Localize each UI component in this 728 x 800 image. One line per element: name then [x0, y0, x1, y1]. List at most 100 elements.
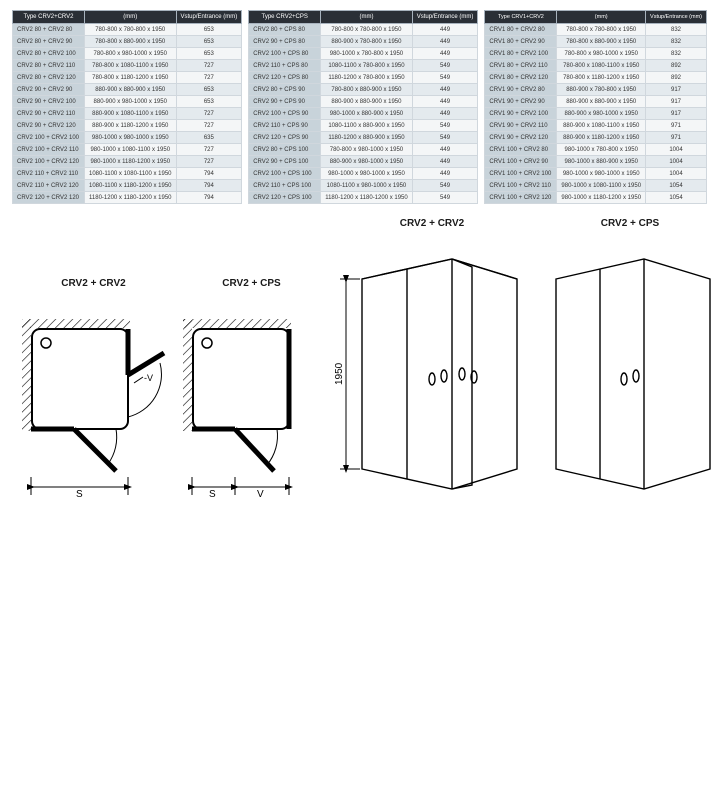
table-cell: 727	[176, 120, 242, 132]
table-cell: 980-1000 x 780-800 x 1950	[321, 48, 413, 60]
diagram-elev-1: CRV2 + CRV2	[332, 218, 532, 499]
table-cell: CRV2 100 + CRV2 110	[13, 144, 85, 156]
table-cell: 980-1000 x 980-1000 x 1950	[321, 168, 413, 180]
elev-2-svg	[540, 239, 720, 499]
table-header: Type CRV2+CRV2	[13, 11, 85, 24]
table-header: Vstup/Entrance (mm)	[646, 11, 707, 24]
table-row: CRV2 110 + CRV2 1201080-1100 x 1180-1200…	[13, 180, 242, 192]
table-cell: 635	[176, 132, 242, 144]
table-cell: CRV1 80 + CRV2 80	[485, 24, 557, 36]
table-cell: 449	[412, 156, 478, 168]
table-cell: 449	[412, 48, 478, 60]
table-cell: 1180-1200 x 1180-1200 x 1950	[321, 192, 413, 204]
table-cell: 780-800 x 980-1000 x 1950	[321, 144, 413, 156]
table-cell: CRV2 90 + CRV2 110	[13, 108, 85, 120]
table-cell: CRV2 90 + CRV2 100	[13, 96, 85, 108]
table-row: CRV2 100 + CRV2 100980-1000 x 980-1000 x…	[13, 132, 242, 144]
table-cell: CRV1 80 + CRV2 90	[485, 36, 557, 48]
table-cell: CRV2 90 + CRV2 120	[13, 120, 85, 132]
table-row: CRV2 100 + CPS 100980-1000 x 980-1000 x …	[249, 168, 478, 180]
table-header: Type CRV2+CPS	[249, 11, 321, 24]
table-row: CRV2 80 + CPS 90780-800 x 880-900 x 1950…	[249, 84, 478, 96]
table-cell: 880-900 x 1180-1200 x 1950	[557, 132, 646, 144]
table-row: CRV1 80 + CRV2 120780-800 x 1180-1200 x …	[485, 72, 707, 84]
table-row: CRV2 90 + CPS 90880-900 x 880-900 x 1950…	[249, 96, 478, 108]
table-cell: CRV2 120 + CPS 80	[249, 72, 321, 84]
table-cell: 971	[646, 120, 707, 132]
table-cell: 727	[176, 72, 242, 84]
table-cell: 449	[412, 24, 478, 36]
table-cell: CRV2 100 + CRV2 120	[13, 156, 85, 168]
diagram-elev-2: CRV2 + CPS	[540, 218, 720, 499]
table-cell: CRV2 120 + CRV2 120	[13, 192, 85, 204]
table-cell: CRV1 90 + CRV2 110	[485, 120, 557, 132]
table-cell: 780-800 x 880-900 x 1950	[85, 36, 177, 48]
table-header: (mm)	[557, 11, 646, 24]
table-cell: 780-800 x 780-800 x 1950	[321, 24, 413, 36]
diagram-title: CRV2 + CRV2	[61, 278, 125, 289]
table-row: CRV1 80 + CRV2 80780-800 x 780-800 x 195…	[485, 24, 707, 36]
table-cell: CRV1 100 + CRV2 80	[485, 144, 557, 156]
table-cell: 880-900 x 880-900 x 1950	[557, 96, 646, 108]
table-cell: 549	[412, 72, 478, 84]
table-cell: 1180-1200 x 780-800 x 1950	[321, 72, 413, 84]
table-cell: CRV2 110 + CPS 90	[249, 120, 321, 132]
table-row: CRV2 100 + CRV2 120980-1000 x 1180-1200 …	[13, 156, 242, 168]
table-row: CRV1 80 + CRV2 100780-800 x 980-1000 x 1…	[485, 48, 707, 60]
table-cell: 980-1000 x 1180-1200 x 1950	[85, 156, 177, 168]
table-crv1-crv2: Type CRV1+CRV2(mm)Vstup/Entrance (mm)CRV…	[484, 10, 707, 204]
table-cell: 449	[412, 36, 478, 48]
table-row: CRV2 80 + CRV2 120780-800 x 1180-1200 x …	[13, 72, 242, 84]
table-cell: 1004	[646, 156, 707, 168]
table-row: CRV2 90 + CRV2 90880-900 x 880-900 x 195…	[13, 84, 242, 96]
table-row: CRV1 100 + CRV2 90980-1000 x 880-900 x 1…	[485, 156, 707, 168]
table-cell: 794	[176, 192, 242, 204]
table-cell: 449	[412, 144, 478, 156]
table-cell: CRV2 100 + CPS 80	[249, 48, 321, 60]
table-cell: 780-800 x 880-900 x 1950	[321, 84, 413, 96]
table-cell: 449	[412, 84, 478, 96]
diagram-title: CRV2 + CPS	[601, 218, 659, 229]
table-crv2-crv2: Type CRV2+CRV2(mm)Vstup/Entrance (mm)CRV…	[12, 10, 242, 204]
table-cell: 549	[412, 60, 478, 72]
table-cell: 980-1000 x 880-900 x 1950	[321, 108, 413, 120]
table-cell: CRV1 100 + CRV2 110	[485, 180, 557, 192]
table-cell: CRV2 80 + CRV2 110	[13, 60, 85, 72]
table-cell: 880-900 x 1080-1100 x 1950	[557, 120, 646, 132]
diagram-title: CRV2 + CRV2	[400, 218, 464, 229]
table-row: CRV1 100 + CRV2 120980-1000 x 1180-1200 …	[485, 192, 707, 204]
table-cell: 653	[176, 36, 242, 48]
table-row: CRV1 90 + CRV2 100880-900 x 980-1000 x 1…	[485, 108, 707, 120]
table-cell: 880-900 x 780-800 x 1950	[557, 84, 646, 96]
table-cell: CRV2 90 + CPS 100	[249, 156, 321, 168]
table-cell: 780-800 x 1080-1100 x 1950	[85, 60, 177, 72]
table-cell: 549	[412, 132, 478, 144]
table-row: CRV2 120 + CPS 901180-1200 x 880-900 x 1…	[249, 132, 478, 144]
table-row: CRV2 100 + CPS 90980-1000 x 880-900 x 19…	[249, 108, 478, 120]
table-cell: 727	[176, 156, 242, 168]
table-cell: 980-1000 x 1180-1200 x 1950	[557, 192, 646, 204]
table-cell: 1004	[646, 168, 707, 180]
table-cell: 653	[176, 48, 242, 60]
table-row: CRV2 110 + CRV2 1101080-1100 x 1080-1100…	[13, 168, 242, 180]
table-crv2-cps: Type CRV2+CPS(mm)Vstup/Entrance (mm)CRV2…	[248, 10, 478, 204]
table-cell: CRV1 80 + CRV2 100	[485, 48, 557, 60]
table-cell: CRV1 80 + CRV2 110	[485, 60, 557, 72]
table-row: CRV1 90 + CRV2 80880-900 x 780-800 x 195…	[485, 84, 707, 96]
table-row: CRV2 80 + CRV2 80780-800 x 780-800 x 195…	[13, 24, 242, 36]
diagram-title: CRV2 + CPS	[222, 278, 280, 289]
table-cell: CRV2 110 + CRV2 120	[13, 180, 85, 192]
table-cell: 1080-1100 x 1180-1200 x 1950	[85, 180, 177, 192]
table-cell: 727	[176, 144, 242, 156]
table-cell: CRV2 80 + CPS 100	[249, 144, 321, 156]
table-cell: 1080-1100 x 1080-1100 x 1950	[85, 168, 177, 180]
table-cell: 832	[646, 48, 707, 60]
table-cell: CRV1 80 + CRV2 120	[485, 72, 557, 84]
table-cell: 1180-1200 x 1180-1200 x 1950	[85, 192, 177, 204]
table-cell: 880-900 x 1080-1100 x 1950	[85, 108, 177, 120]
table-cell: 780-800 x 780-800 x 1950	[557, 24, 646, 36]
table-row: CRV2 120 + CPS 1001180-1200 x 1180-1200 …	[249, 192, 478, 204]
table-cell: 880-900 x 880-900 x 1950	[321, 96, 413, 108]
table-row: CRV2 90 + CRV2 110880-900 x 1080-1100 x …	[13, 108, 242, 120]
table-cell: 980-1000 x 1080-1100 x 1950	[557, 180, 646, 192]
